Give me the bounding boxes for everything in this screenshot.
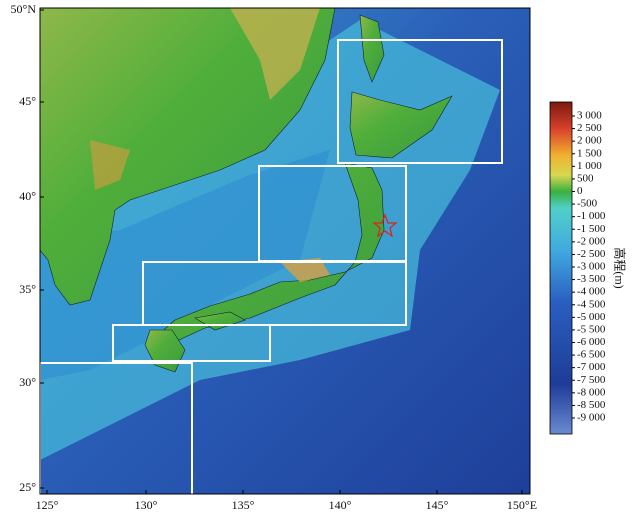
- mountains: [230, 8, 320, 100]
- colorbar-label: -7 500: [577, 374, 606, 386]
- alps: [280, 258, 330, 282]
- colorbar-label: -6 500: [577, 349, 606, 361]
- mountains: [90, 140, 130, 190]
- colorbar-label: -8 000: [577, 386, 606, 398]
- map-frame: [39, 7, 531, 495]
- colorbar-label: -4 000: [577, 286, 606, 298]
- study-boxes: [40, 39, 503, 494]
- colorbar: [549, 101, 573, 435]
- colorbar-label: 3 000: [577, 110, 602, 122]
- map-area: [40, 8, 530, 494]
- sea-of-japan: [40, 150, 330, 380]
- colorbar-label: -500: [577, 198, 598, 210]
- honshu: [157, 162, 385, 346]
- y-tick-label: 25°: [19, 480, 36, 494]
- x-tick-label: 135°: [232, 498, 255, 512]
- colorbar-label: -3 500: [577, 273, 606, 285]
- colorbar-label: -9 000: [577, 412, 606, 424]
- region-box: [142, 261, 407, 326]
- region-box: [337, 39, 503, 164]
- x-tick-label: 130°: [135, 498, 158, 512]
- colorbar-label: 0: [577, 185, 583, 197]
- colorbar-label: -1 000: [577, 210, 606, 222]
- y-tick-label: 30°: [19, 375, 36, 389]
- colorbar-label: -5 500: [577, 323, 606, 335]
- colorbar-label: -7 000: [577, 361, 606, 373]
- colorbar-label: -6 000: [577, 336, 606, 348]
- mainland: [40, 8, 336, 306]
- colorbar-label: 2 000: [577, 135, 602, 147]
- colorbar-label: -5 000: [577, 311, 606, 323]
- x-tick-label: 140°: [329, 498, 352, 512]
- colorbar-label: -8 500: [577, 399, 606, 411]
- labels: 125° 130° 135° 140° 145° 150°E 50°N 45° 40° 35° 30…: [11, 2, 628, 512]
- x-tick-label: 150°E: [507, 498, 537, 512]
- colorbar-label: 1 500: [577, 147, 602, 159]
- sakhalin: [359, 14, 385, 83]
- hokkaido: [349, 91, 453, 159]
- colorbar-title: 高程(m): [612, 247, 627, 288]
- colorbar-label: -3 000: [577, 261, 606, 273]
- colorbar-label: 1 000: [577, 160, 602, 172]
- colorbar-label: -2 500: [577, 248, 606, 260]
- epicenter-star: [372, 213, 398, 238]
- colorbar-label: -1 500: [577, 223, 606, 235]
- y-tick-label: 50°N: [11, 2, 37, 16]
- colorbar-label: 500: [577, 172, 594, 184]
- colorbar-label: -4 500: [577, 298, 606, 310]
- colorbar-label: -2 000: [577, 235, 606, 247]
- y-tick-label: 45°: [19, 94, 36, 108]
- y-tick-label: 40°: [19, 189, 36, 203]
- x-tick-label: 125°: [36, 498, 59, 512]
- region-box: [112, 324, 271, 362]
- region-box: [40, 362, 193, 494]
- y-tick-label: 35°: [19, 282, 36, 296]
- colorbar-label: 2 500: [577, 122, 602, 134]
- x-tick-label: 145°: [426, 498, 449, 512]
